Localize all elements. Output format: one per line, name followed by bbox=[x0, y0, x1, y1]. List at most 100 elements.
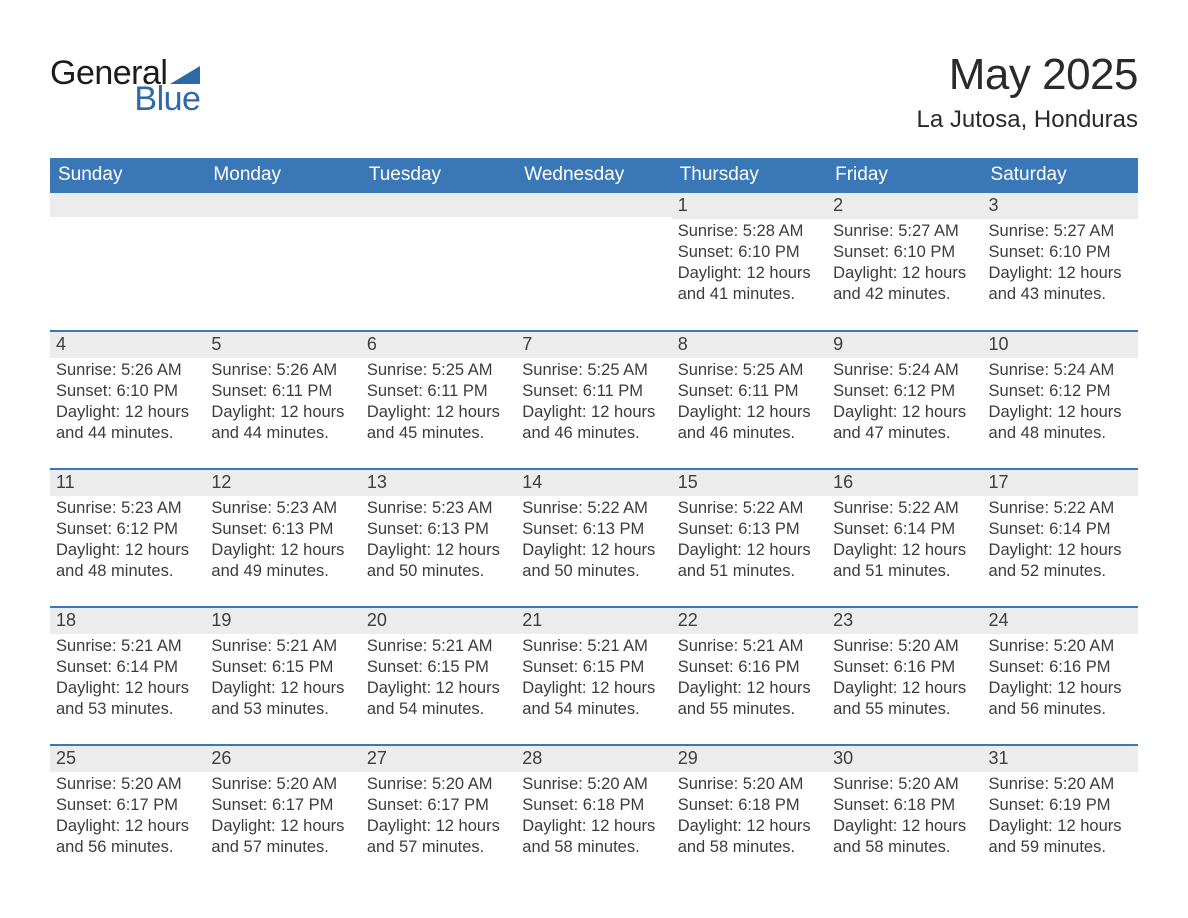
day-header-row: SundayMondayTuesdayWednesdayThursdayFrid… bbox=[50, 158, 1138, 193]
daylight-line: Daylight: 12 hours and 56 minutes. bbox=[989, 678, 1132, 720]
sunset-line: Sunset: 6:10 PM bbox=[989, 242, 1132, 263]
day-data: Sunrise: 5:27 AMSunset: 6:10 PMDaylight:… bbox=[827, 219, 982, 311]
day-header: Saturday bbox=[983, 158, 1138, 193]
daylight-line: Daylight: 12 hours and 50 minutes. bbox=[367, 540, 510, 582]
week-row: 4Sunrise: 5:26 AMSunset: 6:10 PMDaylight… bbox=[50, 331, 1138, 469]
day-cell: 16Sunrise: 5:22 AMSunset: 6:14 PMDayligh… bbox=[827, 469, 982, 607]
week-row: 25 Sunrise: 5:20 AM Sunset: 6:17 PM Dayligh… bbox=[50, 745, 1138, 883]
sunset-line: Sunset: 6:10 PM bbox=[833, 242, 976, 263]
day-data: Sunrise: 5:26 AMSunset: 6:10 PMDaylight:… bbox=[50, 358, 205, 450]
daylight-line: Daylight: 12 hours and 46 minutes. bbox=[678, 402, 821, 444]
day-cell bbox=[50, 193, 205, 331]
sunrise-line: Sunrise: 5:26 AM bbox=[56, 360, 199, 381]
month-title: May 2025 bbox=[917, 50, 1138, 100]
daylight-line: Daylight: 12 hours and 53 minutes. bbox=[56, 678, 199, 720]
week-row: 18Sunrise: 5:21 AMSunset: 6:14 PMDayligh… bbox=[50, 607, 1138, 745]
sunset-line: Sunset: 6:15 PM bbox=[367, 657, 510, 678]
day-number: 19 bbox=[205, 608, 360, 634]
sunrise-line: Sunrise: 5:23 AM bbox=[367, 498, 510, 519]
daylight-line: Daylight: 12 hours and 49 minutes. bbox=[211, 540, 354, 582]
sunrise-line: Sunrise: 5:22 AM bbox=[833, 498, 976, 519]
week-row: 1Sunrise: 5:28 AMSunset: 6:10 PMDaylight… bbox=[50, 193, 1138, 331]
sunrise-line: Sunrise: 5:21 AM bbox=[678, 636, 821, 657]
day-cell: 25Sunrise: 5:20 AMSunset: 6:17 PMDayligh… bbox=[50, 745, 205, 883]
sunset-line: Sunset: 6:18 PM bbox=[678, 795, 821, 816]
daylight-line: Daylight: 12 hours and 48 minutes. bbox=[56, 540, 199, 582]
day-number: 5 bbox=[205, 332, 360, 358]
day-number: 31 bbox=[983, 746, 1138, 772]
day-number: 23 bbox=[827, 608, 982, 634]
day-cell bbox=[516, 193, 671, 331]
sunrise-line: Sunrise: 5:25 AM bbox=[367, 360, 510, 381]
day-data: Sunrise: 5:21 AMSunset: 6:14 PMDaylight:… bbox=[50, 634, 205, 726]
logo: General Blue bbox=[50, 50, 200, 114]
day-cell: 9Sunrise: 5:24 AMSunset: 6:12 PMDaylight… bbox=[827, 331, 982, 469]
day-data: Sunrise: 5:23 AMSunset: 6:13 PMDaylight:… bbox=[361, 496, 516, 588]
daylight-line: Daylight: 12 hours and 43 minutes. bbox=[989, 263, 1132, 305]
day-data: Sunrise: 5:24 AMSunset: 6:12 PMDaylight:… bbox=[827, 358, 982, 450]
day-data: Sunrise: 5:21 AMSunset: 6:15 PMDaylight:… bbox=[361, 634, 516, 726]
sunrise-line: Sunrise: 5:21 AM bbox=[56, 636, 199, 657]
daylight-line: Daylight: 12 hours and 47 minutes. bbox=[833, 402, 976, 444]
day-number: 28 bbox=[516, 746, 671, 772]
sunrise-line: Sunrise: 5:21 AM bbox=[522, 636, 665, 657]
day-data: Sunrise: 5:22 AMSunset: 6:14 PMDaylight:… bbox=[983, 496, 1138, 588]
sunset-line: Sunset: 6:10 PM bbox=[56, 381, 199, 402]
sunset-line: Sunset: 6:16 PM bbox=[989, 657, 1132, 678]
sunrise-line: Sunrise: 5:20 AM bbox=[989, 636, 1132, 657]
sunset-line: Sunset: 6:13 PM bbox=[367, 519, 510, 540]
sunrise-line: Sunrise: 5:23 AM bbox=[211, 498, 354, 519]
day-number: 22 bbox=[672, 608, 827, 634]
day-cell: 5Sunrise: 5:26 AMSunset: 6:11 PMDaylight… bbox=[205, 331, 360, 469]
daylight-line: Daylight: 12 hours and 53 minutes. bbox=[211, 678, 354, 720]
day-number: 25 bbox=[50, 746, 205, 772]
day-cell: 3Sunrise: 5:27 AMSunset: 6:10 PMDaylight… bbox=[983, 193, 1138, 331]
day-cell bbox=[205, 193, 360, 331]
sunrise-line: Sunrise: 5:28 AM bbox=[678, 221, 821, 242]
logo-text: General Blue bbox=[50, 60, 200, 114]
sunrise-line: Sunrise: 5:24 AM bbox=[989, 360, 1132, 381]
day-cell: 10Sunrise: 5:24 AMSunset: 6:12 PMDayligh… bbox=[983, 331, 1138, 469]
day-data: Sunrise: 5:25 AMSunset: 6:11 PMDaylight:… bbox=[516, 358, 671, 450]
location: La Jutosa, Honduras bbox=[917, 106, 1138, 134]
sunset-line: Sunset: 6:11 PM bbox=[367, 381, 510, 402]
daylight-line: Daylight: 12 hours and 58 minutes. bbox=[833, 816, 976, 858]
sunrise-line: Sunrise: 5:25 AM bbox=[522, 360, 665, 381]
day-cell: 6Sunrise: 5:25 AMSunset: 6:11 PMDaylight… bbox=[361, 331, 516, 469]
day-number: 10 bbox=[983, 332, 1138, 358]
sunset-line: Sunset: 6:13 PM bbox=[522, 519, 665, 540]
day-data: Sunrise: 5:20 AMSunset: 6:19 PMDaylight:… bbox=[983, 772, 1138, 864]
sunrise-line: Sunrise: 5:20 AM bbox=[989, 774, 1132, 795]
day-data: Sunrise: 5:20 AMSunset: 6:18 PMDaylight:… bbox=[516, 772, 671, 864]
daylight-line: Daylight: 12 hours and 54 minutes. bbox=[367, 678, 510, 720]
sunset-line: Sunset: 6:13 PM bbox=[211, 519, 354, 540]
day-data: Sunrise: 5:26 AMSunset: 6:11 PMDaylight:… bbox=[205, 358, 360, 450]
day-header: Tuesday bbox=[361, 158, 516, 193]
sunset-line: Sunset: 6:14 PM bbox=[989, 519, 1132, 540]
day-header: Friday bbox=[827, 158, 982, 193]
topbar: General Blue May 2025 La Jutosa, Hondura… bbox=[50, 50, 1138, 134]
sunset-line: Sunset: 6:17 PM bbox=[211, 795, 354, 816]
sunrise-line: Sunrise: 5:26 AM bbox=[211, 360, 354, 381]
day-data: Sunrise: 5:21 AMSunset: 6:16 PMDaylight:… bbox=[672, 634, 827, 726]
day-number: 4 bbox=[50, 332, 205, 358]
day-cell: 20Sunrise: 5:21 AMSunset: 6:15 PMDayligh… bbox=[361, 607, 516, 745]
sunset-line: Sunset: 6:19 PM bbox=[989, 795, 1132, 816]
day-cell: 15Sunrise: 5:22 AMSunset: 6:13 PMDayligh… bbox=[672, 469, 827, 607]
sunrise-line: Sunrise: 5:20 AM bbox=[833, 774, 976, 795]
day-number: 30 bbox=[827, 746, 982, 772]
daylight-line: Daylight: 12 hours and 55 minutes. bbox=[678, 678, 821, 720]
day-cell: 30Sunrise: 5:20 AMSunset: 6:18 PMDayligh… bbox=[827, 745, 982, 883]
sunset-line: Sunset: 6:13 PM bbox=[678, 519, 821, 540]
day-cell: 14Sunrise: 5:22 AMSunset: 6:13 PMDayligh… bbox=[516, 469, 671, 607]
day-header: Monday bbox=[205, 158, 360, 193]
sunset-line: Sunset: 6:11 PM bbox=[211, 381, 354, 402]
sunrise-line: Sunrise: 5:20 AM bbox=[367, 774, 510, 795]
day-number: 18 bbox=[50, 608, 205, 634]
title-block: May 2025 La Jutosa, Honduras bbox=[917, 50, 1138, 134]
sunset-line: Sunset: 6:11 PM bbox=[678, 381, 821, 402]
day-data: Sunrise: 5:25 AMSunset: 6:11 PMDaylight:… bbox=[361, 358, 516, 450]
daylight-line: Daylight: 12 hours and 44 minutes. bbox=[56, 402, 199, 444]
daylight-line: Daylight: 12 hours and 59 minutes. bbox=[989, 816, 1132, 858]
daylight-line: Daylight: 12 hours and 48 minutes. bbox=[989, 402, 1132, 444]
